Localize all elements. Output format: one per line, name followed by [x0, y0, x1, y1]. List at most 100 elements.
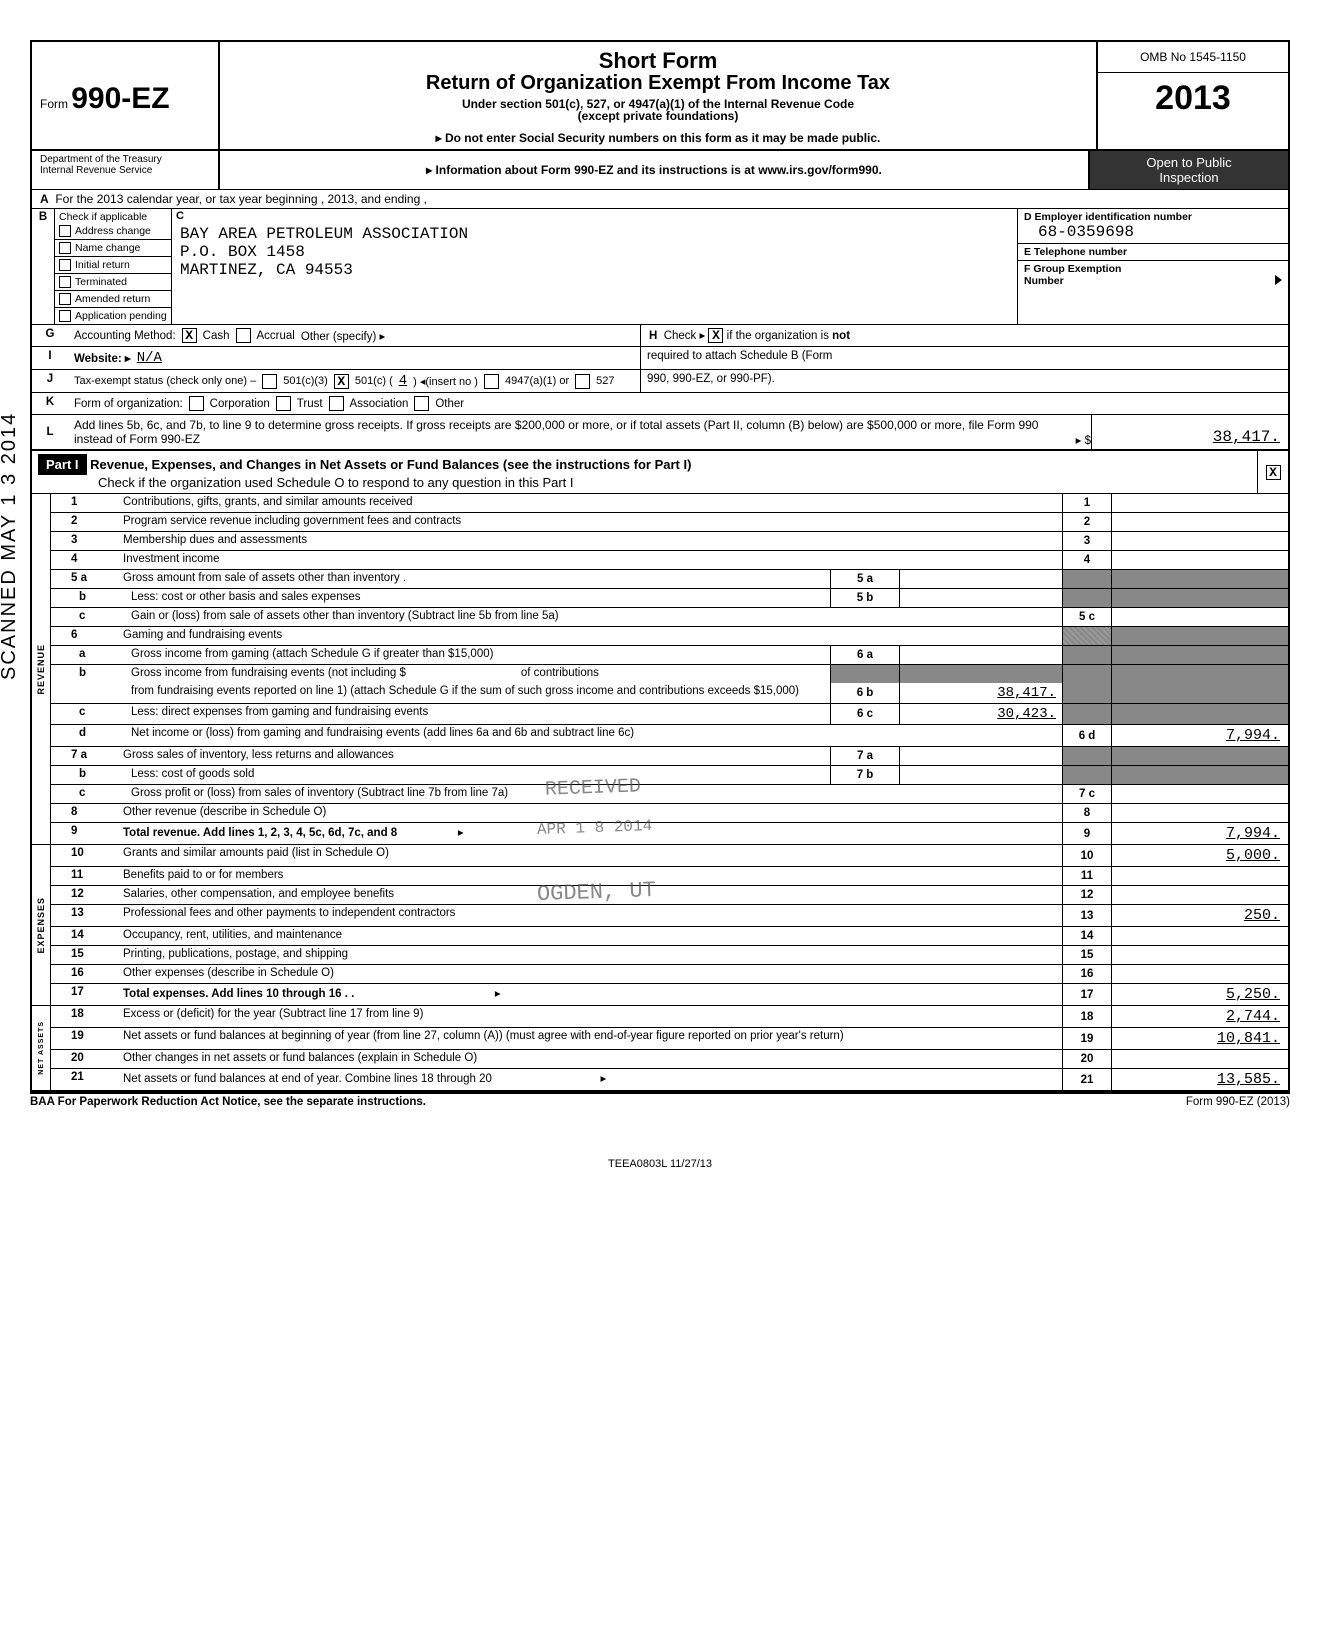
check-501c3[interactable]	[262, 374, 277, 389]
row-7a-shade	[1062, 747, 1111, 765]
check-terminated-label: Terminated	[75, 276, 127, 288]
row-7b-desc: Less: cost of goods sold	[125, 766, 830, 784]
row-17-desc: Total expenses. Add lines 10 through 16 …	[117, 984, 1062, 1005]
row-6b-mv: 38,417.	[899, 683, 1062, 703]
label-j: J	[32, 370, 68, 392]
check-name-label: Name change	[75, 242, 140, 254]
row-6b-mn: 6 b	[830, 683, 899, 703]
row-6d-amt: 7,994.	[1111, 725, 1288, 746]
row-18-num: 18	[51, 1006, 117, 1027]
row-16-amt	[1111, 965, 1288, 983]
row-19-rn: 19	[1062, 1028, 1111, 1049]
row-9-amt: 7,994.	[1111, 823, 1288, 844]
check-corp[interactable]	[189, 396, 204, 411]
row-7a-desc: Gross sales of inventory, less returns a…	[117, 747, 830, 765]
tax-status-label: Tax-exempt status (check only one) –	[74, 375, 256, 387]
row-17-num: 17	[51, 984, 117, 1005]
row-8-amt	[1111, 804, 1288, 822]
check-terminated[interactable]	[59, 276, 71, 288]
info-note: ▸ Information about Form 990-EZ and its …	[220, 151, 1088, 189]
row-11-rn: 11	[1062, 867, 1111, 885]
row-5a-mn: 5 a	[830, 570, 899, 588]
501c3-label: 501(c)(3)	[283, 375, 328, 387]
check-name[interactable]	[59, 242, 71, 254]
check-pending[interactable]	[59, 310, 71, 322]
row-6a-shade	[1062, 646, 1111, 664]
other-org-label: Other	[435, 398, 464, 410]
check-cash[interactable]: X	[182, 328, 197, 343]
corp-label: Corporation	[210, 398, 270, 410]
check-other-org[interactable]	[414, 396, 429, 411]
org-name: BAY AREA PETROLEUM ASSOCIATION	[180, 225, 1009, 243]
row-14-num: 14	[51, 927, 117, 945]
row-4-rn: 4	[1062, 551, 1111, 569]
check-assoc[interactable]	[329, 396, 344, 411]
row-12-num: 12	[51, 886, 117, 904]
check-address[interactable]	[59, 225, 71, 237]
501c-label: 501(c) (	[355, 375, 393, 387]
row-13-num: 13	[51, 905, 117, 926]
dept-irs: Internal Revenue Service	[40, 165, 210, 176]
row-7a-mv	[899, 747, 1062, 765]
row-7a-mn: 7 a	[830, 747, 899, 765]
check-initial[interactable]	[59, 259, 71, 271]
row-14-amt	[1111, 927, 1288, 945]
scanned-stamp: SCANNED MAY 1 3 2014	[0, 412, 21, 680]
check-527[interactable]	[575, 374, 590, 389]
row-7b-num: b	[51, 766, 125, 784]
row-21-amt: 13,585.	[1111, 1069, 1288, 1090]
title-return: Return of Organization Exempt From Incom…	[230, 72, 1086, 95]
row-7b-shade	[1062, 766, 1111, 784]
website-value: N/A	[137, 350, 162, 366]
row-7b-mv	[899, 766, 1062, 784]
row-7a-shade2	[1111, 747, 1288, 765]
row-13-amt: 250.	[1111, 905, 1288, 926]
row-6b-desc1: Gross income from fundraising events (no…	[125, 665, 830, 683]
form-org-label: Form of organization:	[74, 398, 183, 410]
check-4947[interactable]	[484, 374, 499, 389]
row-6-shade	[1062, 627, 1111, 645]
row-19-amt: 10,841.	[1111, 1028, 1288, 1049]
assoc-label: Association	[350, 398, 409, 410]
line-a-text: For the 2013 calendar year, or tax year …	[55, 192, 427, 206]
row-2-rn: 2	[1062, 513, 1111, 531]
4947-label: 4947(a)(1) or	[505, 375, 569, 387]
row-5a-desc: Gross amount from sale of assets other t…	[117, 570, 830, 588]
title-short-form: Short Form	[230, 48, 1086, 74]
row-16-desc: Other expenses (describe in Schedule O)	[117, 965, 1062, 983]
row-16-num: 16	[51, 965, 117, 983]
row-4-desc: Investment income	[117, 551, 1062, 569]
form-990ez: Form 990-EZ Short Form Return of Organiz…	[30, 40, 1290, 1094]
row-5b-shade	[1062, 589, 1111, 607]
check-trust[interactable]	[276, 396, 291, 411]
check-amended[interactable]	[59, 293, 71, 305]
check-h[interactable]: X	[708, 328, 723, 343]
group-label2: Number	[1024, 275, 1064, 287]
check-501c[interactable]: X	[334, 374, 349, 389]
open-public: Open to Public Inspection	[1088, 151, 1288, 189]
row-6d-desc: Net income or (loss) from gaming and fun…	[125, 725, 1062, 746]
row-5c-amt	[1111, 608, 1288, 626]
check-accrual[interactable]	[236, 328, 251, 343]
other-label: Other (specify) ▸	[301, 329, 385, 343]
row-12-desc: Salaries, other compensation, and employ…	[117, 886, 1062, 904]
row-8-rn: 8	[1062, 804, 1111, 822]
row-6d-rn: 6 d	[1062, 725, 1111, 746]
phone-box: E Telephone number	[1018, 244, 1288, 261]
tax-year: 2013	[1098, 73, 1288, 128]
row-6b-num: b	[51, 665, 125, 683]
row-6a-mn: 6 a	[830, 646, 899, 664]
check-initial-label: Initial return	[75, 259, 130, 271]
row-18-desc: Excess or (deficit) for the year (Subtra…	[117, 1006, 1062, 1027]
row-8-num: 8	[51, 804, 117, 822]
stamp-ogden: OGDEN, UT	[537, 878, 657, 907]
row-21-rn: 21	[1062, 1069, 1111, 1090]
line-h-cont: required to attach Schedule B (Form	[640, 347, 1288, 369]
part1-title: Revenue, Expenses, and Changes in Net As…	[90, 457, 691, 472]
row-4-amt	[1111, 551, 1288, 569]
open-public-1: Open to Public	[1094, 155, 1284, 170]
ein-value: 68-0359698	[1024, 223, 1282, 241]
row-10-desc: Grants and similar amounts paid (list in…	[117, 845, 1062, 866]
part1-check[interactable]: X	[1257, 451, 1288, 493]
row-7c-amt	[1111, 785, 1288, 803]
